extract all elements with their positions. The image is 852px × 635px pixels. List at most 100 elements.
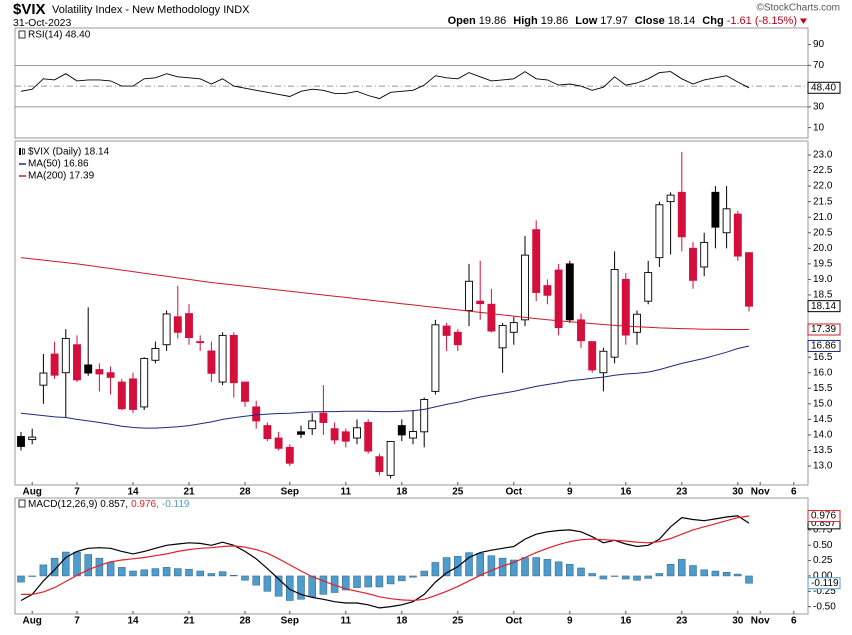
candle-body	[722, 208, 731, 234]
candle-body	[633, 313, 641, 333]
y-tick-label: 16.0	[813, 367, 833, 378]
legend: MA(200) 17.39	[28, 171, 95, 182]
x-tick-label: 14	[127, 616, 139, 627]
y-tick-label: 22.0	[813, 181, 833, 192]
histogram-bar	[599, 575, 608, 580]
candle-body	[577, 319, 585, 342]
histogram-bar	[666, 564, 675, 577]
quote-key: Chg	[702, 15, 723, 27]
x-tick-label: 9	[567, 616, 573, 627]
candle-body	[666, 194, 675, 203]
candle-body	[745, 252, 753, 307]
candle-body	[140, 357, 149, 408]
y-tick-label: 0.50	[813, 540, 833, 551]
candle-body	[509, 322, 518, 333]
candle-body	[106, 372, 115, 378]
legend-part: -0.119	[162, 499, 190, 510]
histogram-bar	[487, 555, 496, 577]
histogram-bar	[745, 575, 753, 584]
value-tag-label: 0.857	[811, 518, 836, 529]
y-tick-label: 15.5	[813, 383, 833, 394]
x-tick-label: 16	[620, 616, 632, 627]
histogram-bar	[655, 573, 664, 577]
histogram-bar	[622, 575, 630, 580]
histogram-bar	[17, 575, 25, 583]
legend: MACD(12,26,9) 0.857, 0.976, -0.119	[28, 499, 190, 510]
value-tag-label: 48.40	[811, 82, 836, 93]
histogram-bar	[711, 570, 720, 577]
histogram-bar	[734, 573, 742, 577]
histogram-bar	[476, 552, 484, 577]
histogram-bar	[577, 567, 585, 577]
histogram-bar	[543, 559, 552, 577]
quote-value: -1.61 (-8.15%)	[727, 15, 797, 27]
value-tag	[807, 577, 841, 590]
histogram-bar	[241, 575, 249, 581]
y-tick-label: 0.25	[813, 555, 833, 566]
rsi-icon	[18, 30, 26, 39]
value-tag	[807, 323, 841, 336]
quote-key: Low	[575, 15, 597, 27]
candle-body	[50, 353, 59, 376]
histogram-bar	[342, 575, 350, 591]
x-tick-label: 14	[127, 487, 139, 498]
y-tick-label: -0.50	[813, 601, 836, 612]
symbol: $VIX	[13, 1, 46, 18]
histogram-bar	[297, 575, 305, 600]
quote-key: Open	[448, 15, 476, 27]
legend-part: 0.976,	[131, 499, 159, 510]
quote-key: Close	[635, 15, 665, 27]
candle-body	[655, 204, 664, 259]
x-tick-label: Sep	[281, 616, 299, 627]
histogram-bar	[218, 571, 227, 577]
candle-body	[711, 191, 720, 228]
y-tick-label: 13.5	[813, 445, 833, 456]
histogram-bar	[588, 573, 596, 577]
histogram-bar	[353, 575, 361, 588]
histogram-bar	[375, 575, 384, 588]
histogram-bar	[274, 575, 283, 597]
y-tick-label: 20.0	[813, 243, 833, 254]
candle-body	[397, 425, 406, 436]
x-tick-label: 6	[791, 487, 797, 498]
x-tick-label: 18	[396, 487, 408, 498]
histogram-bar	[409, 575, 417, 578]
y-tick-label: 16.5	[813, 352, 833, 363]
quote-key: High	[513, 15, 538, 27]
candle-body	[599, 350, 608, 374]
histogram-bar	[39, 564, 48, 577]
x-tick-label: Sep	[281, 487, 299, 498]
histogram-bar	[644, 575, 652, 579]
x-tick-label: 23	[676, 616, 688, 627]
x-tick-label: 25	[452, 616, 464, 627]
candle-body	[84, 364, 93, 374]
security-name: Volatility Index - New Methodology INDX	[52, 4, 250, 16]
histogram-bar	[129, 570, 137, 577]
y-tick-label: 15.0	[813, 398, 833, 409]
value-tag-label: 17.39	[811, 324, 836, 335]
legend: $VIX (Daily) 18.14	[28, 147, 110, 158]
histogram-bar	[151, 568, 160, 577]
histogram-bar	[532, 557, 540, 577]
candle-body	[229, 334, 238, 384]
candle-body	[476, 300, 485, 305]
candle-body	[689, 247, 697, 281]
y-tick-label: 19.5	[813, 258, 833, 269]
candle-body	[207, 350, 216, 374]
macd-line	[20, 515, 750, 609]
histogram-bar	[554, 561, 563, 577]
price-icon	[22, 148, 25, 155]
panel	[14, 497, 809, 615]
histogram-bar	[73, 551, 81, 577]
x-tick-label: 28	[239, 616, 251, 627]
candle-body	[185, 313, 193, 339]
candle-body	[218, 334, 227, 383]
x-tick-label: Oct	[505, 616, 522, 627]
x-tick-label: 21	[183, 616, 195, 627]
candle-body	[453, 331, 462, 346]
x-tick-label: 21	[183, 487, 195, 498]
histogram-bar	[50, 557, 59, 577]
candle-body	[28, 436, 37, 441]
candle-body	[95, 369, 104, 375]
chart-date: 31-Oct-2023	[13, 17, 72, 29]
